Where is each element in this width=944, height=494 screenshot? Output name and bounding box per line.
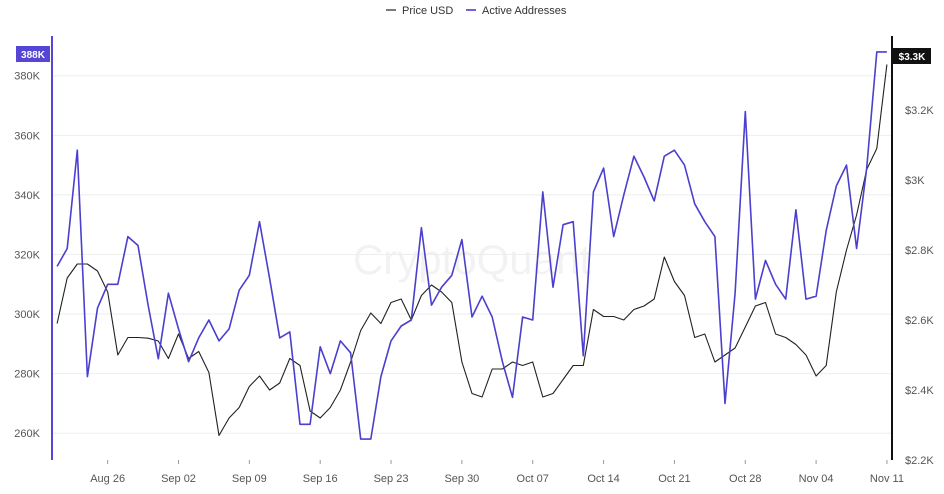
left-tick-label: 260K xyxy=(14,428,40,440)
x-tick-label: Sep 16 xyxy=(303,473,338,485)
x-axis: Aug 26 Sep 02 Sep 09 Sep 16 Sep 23 Sep 30 Oct … xyxy=(90,460,904,485)
x-tick-label: Aug 26 xyxy=(90,473,125,485)
right-axis: $2.2K $2.4K $2.6K $2.8K $3K $3.2K xyxy=(891,36,934,467)
x-tick-label: Oct 07 xyxy=(517,473,549,485)
right-tick-label: $3K xyxy=(905,175,925,187)
legend-addresses-label[interactable]: Active Addresses xyxy=(482,5,567,17)
series-line-price-usd[interactable] xyxy=(56,64,888,437)
series-line-active-addresses[interactable] xyxy=(56,51,887,440)
x-tick-label: Sep 30 xyxy=(444,473,479,485)
x-tick-label: Nov 11 xyxy=(870,473,904,485)
x-tick-label: Oct 28 xyxy=(729,473,761,485)
left-axis: 260K 280K 300K 320K 340K 360K 380K xyxy=(14,36,53,460)
right-current-badge xyxy=(893,48,931,64)
right-tick-label: $2.8K xyxy=(905,245,934,257)
right-tick-label: $3.2K xyxy=(905,105,934,117)
right-tick-label: $2.6K xyxy=(905,315,934,327)
left-tick-label: 300K xyxy=(14,309,40,321)
left-tick-label: 280K xyxy=(14,369,40,381)
left-current-badge xyxy=(16,46,50,62)
x-tick-label: Sep 02 xyxy=(161,473,196,485)
x-tick-label: Oct 21 xyxy=(658,473,690,485)
left-tick-label: 320K xyxy=(14,249,40,261)
x-tick-label: Oct 14 xyxy=(587,473,619,485)
right-tick-label: $2.4K xyxy=(905,385,934,397)
right-current-badge-label: $3.3K xyxy=(899,52,926,63)
left-current-badge-label: 388K xyxy=(21,50,46,61)
x-tick-label: Nov 04 xyxy=(799,473,834,485)
legend-price-label[interactable]: Price USD xyxy=(402,5,453,17)
grid xyxy=(52,75,892,434)
left-tick-label: 380K xyxy=(14,71,40,83)
x-tick-label: Sep 09 xyxy=(232,473,267,485)
x-tick-label: Sep 23 xyxy=(374,473,409,485)
right-tick-label: $2.2K xyxy=(905,455,934,467)
badges: 388K $3.3K xyxy=(16,46,931,64)
left-tick-label: 360K xyxy=(14,130,40,142)
left-tick-label: 340K xyxy=(14,190,40,202)
legend[interactable]: Price USD Active Addresses xyxy=(386,5,567,17)
series-layer xyxy=(56,51,888,440)
